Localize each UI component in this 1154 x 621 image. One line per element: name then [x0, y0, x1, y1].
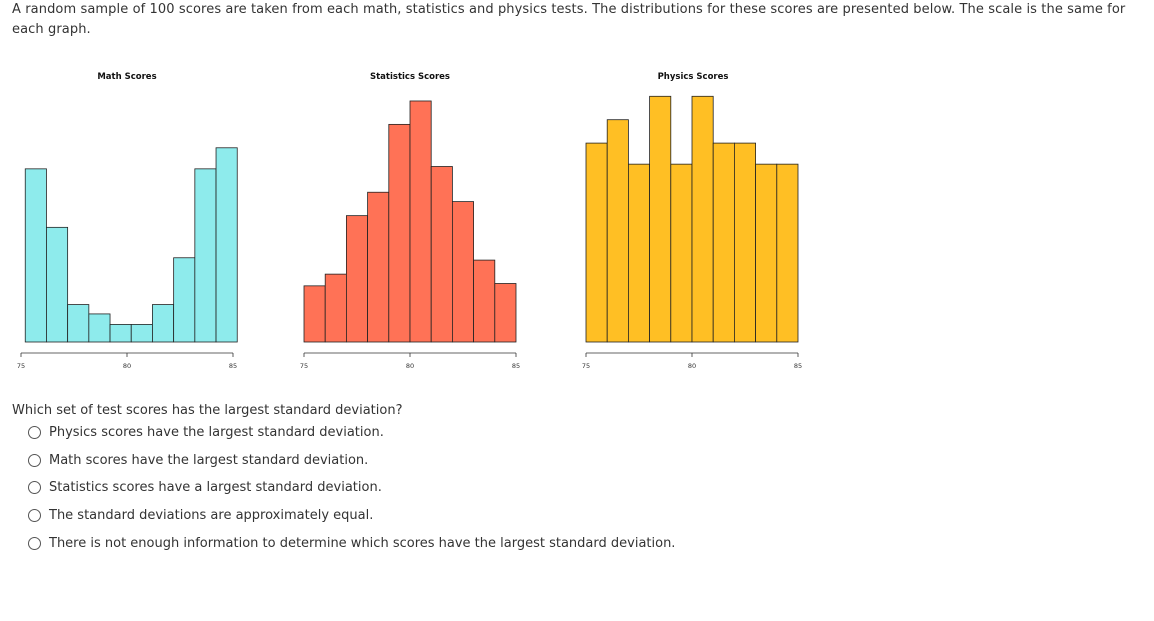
histogram-bar [606, 119, 629, 343]
radio-button[interactable] [28, 453, 41, 467]
radio-button[interactable] [28, 536, 41, 550]
histogram-bar [649, 95, 672, 343]
histogram-bar [755, 163, 778, 343]
histogram-bar [670, 163, 693, 343]
statistics-scores-histogram: Statistics Scores 75 80 85 [300, 72, 520, 370]
answer-option-statistics[interactable]: Statistics scores have a largest standar… [28, 478, 382, 496]
histogram-bar [430, 166, 453, 343]
radio-button[interactable] [28, 508, 41, 522]
answer-option-label: Statistics scores have a largest standar… [49, 479, 382, 495]
histogram-bar [67, 304, 90, 343]
math-scores-histogram: Math Scores 75 80 85 [17, 72, 238, 370]
histogram-bar [712, 142, 735, 343]
question-prompt: Which set of test scores has the largest… [12, 403, 403, 418]
histogram-bar [152, 304, 175, 343]
x-tick-label: 75 [17, 362, 25, 370]
radio-button[interactable] [28, 425, 41, 439]
chart-title: Math Scores [97, 72, 156, 82]
answer-option-not-enough-info[interactable]: There is not enough information to deter… [28, 534, 675, 552]
x-tick-label: 75 [582, 362, 590, 370]
histogram-bar [388, 123, 411, 343]
histogram-bar [130, 324, 153, 343]
histogram-bar [345, 215, 368, 343]
histogram-bar [215, 147, 238, 343]
histogram-bar [473, 259, 496, 343]
x-tick-label: 85 [229, 362, 237, 370]
radio-button[interactable] [28, 480, 41, 494]
histogram-bar [776, 163, 799, 343]
histogram-bar [109, 324, 132, 343]
answer-option-label: There is not enough information to deter… [49, 535, 676, 551]
physics-scores-histogram: Physics Scores 75 80 85 [582, 72, 802, 370]
answer-option-label: Math scores have the largest standard de… [49, 452, 369, 468]
histogram-bar [451, 201, 474, 343]
chart-title: Physics Scores [658, 72, 729, 82]
answer-option-physics[interactable]: Physics scores have the largest standard… [28, 423, 384, 441]
x-tick-label: 80 [688, 362, 696, 370]
x-tick-label: 85 [512, 362, 520, 370]
histogram-bar [409, 100, 432, 343]
histogram-bar [194, 168, 217, 343]
histogram-bar [324, 273, 347, 343]
histogram-bar [24, 168, 47, 343]
x-tick-label: 75 [300, 362, 308, 370]
answer-option-label: The standard deviations are approximatel… [49, 507, 374, 523]
x-tick-label: 85 [794, 362, 802, 370]
histogram-bar [494, 283, 517, 343]
histogram-bar [88, 313, 111, 343]
answer-option-equal[interactable]: The standard deviations are approximatel… [28, 506, 373, 524]
answer-option-math[interactable]: Math scores have the largest standard de… [28, 451, 368, 469]
histogram-bar [173, 257, 196, 343]
histogram-bar [367, 191, 390, 343]
histogram-bar [628, 163, 651, 343]
x-tick-label: 80 [123, 362, 131, 370]
question-intro: A random sample of 100 scores are taken … [12, 2, 1126, 37]
histogram-bar [734, 142, 757, 343]
histogram-bar [303, 285, 326, 343]
histogram-bar [585, 142, 608, 343]
chart-title: Statistics Scores [370, 72, 450, 82]
x-tick-label: 80 [406, 362, 414, 370]
histogram-bar [46, 226, 69, 343]
answer-option-label: Physics scores have the largest standard… [49, 424, 384, 440]
histogram-panel: Math Scores 75 80 85 Statistics Scores 75 80 8… [17, 72, 802, 370]
histogram-bar [691, 95, 714, 343]
